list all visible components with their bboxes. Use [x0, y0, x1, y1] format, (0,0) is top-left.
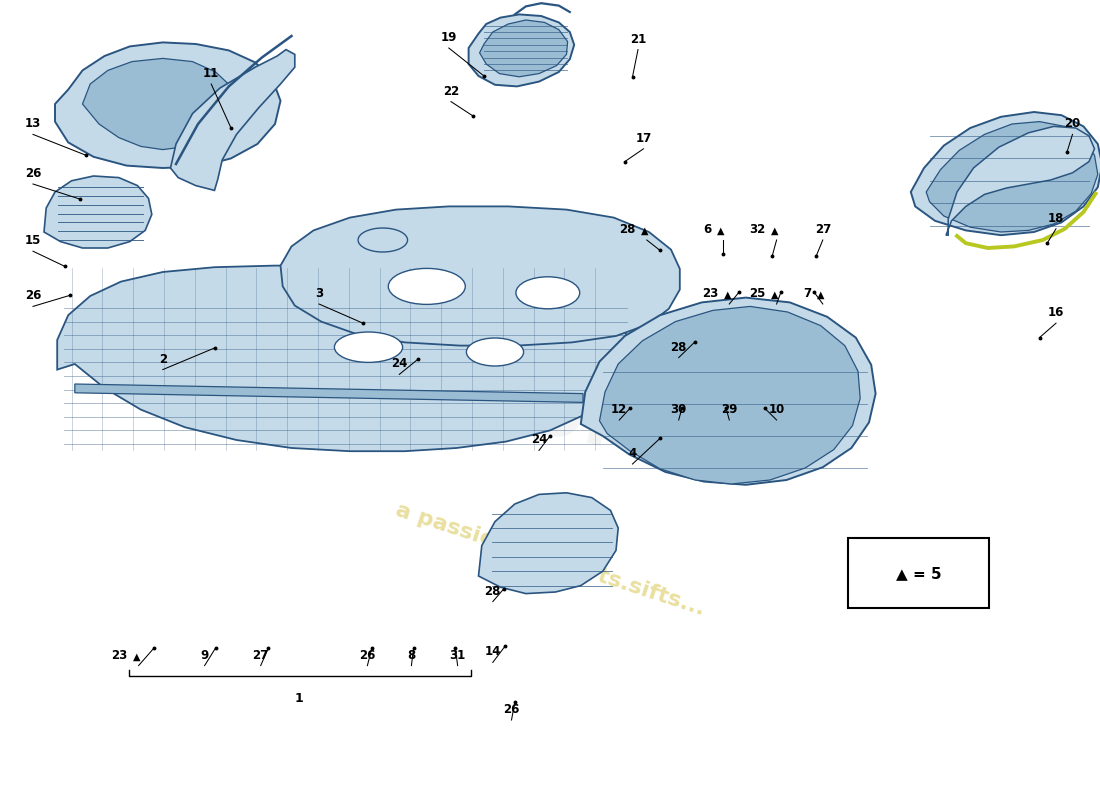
- Text: 14: 14: [485, 646, 501, 658]
- Text: 23: 23: [111, 649, 128, 662]
- Text: ▲: ▲: [771, 226, 779, 236]
- Polygon shape: [57, 266, 629, 451]
- Polygon shape: [946, 126, 1094, 235]
- Text: 13: 13: [25, 118, 41, 130]
- Text: 6: 6: [704, 223, 712, 236]
- Polygon shape: [480, 20, 568, 77]
- FancyBboxPatch shape: [848, 538, 989, 608]
- Ellipse shape: [466, 338, 524, 366]
- Text: 19: 19: [441, 31, 456, 44]
- Text: ▲: ▲: [641, 226, 649, 236]
- Polygon shape: [926, 122, 1098, 232]
- Ellipse shape: [516, 277, 580, 309]
- Polygon shape: [911, 112, 1100, 235]
- Text: 24: 24: [392, 358, 407, 370]
- Text: 20: 20: [1065, 118, 1080, 130]
- Polygon shape: [75, 384, 583, 402]
- Text: 28: 28: [619, 223, 636, 236]
- Text: 32: 32: [749, 223, 766, 236]
- Text: 26: 26: [360, 649, 375, 662]
- Text: 30: 30: [671, 403, 686, 416]
- Text: 28: 28: [671, 341, 686, 354]
- Text: 26: 26: [25, 167, 41, 180]
- Polygon shape: [478, 493, 618, 594]
- Text: 26: 26: [504, 703, 519, 716]
- Text: 1: 1: [295, 692, 304, 705]
- Polygon shape: [280, 206, 680, 346]
- Ellipse shape: [388, 268, 465, 304]
- Text: 17: 17: [636, 132, 651, 145]
- Polygon shape: [469, 14, 574, 86]
- Text: 3: 3: [315, 287, 323, 300]
- Text: 28: 28: [485, 585, 501, 598]
- Text: 8: 8: [407, 649, 416, 662]
- Polygon shape: [82, 58, 235, 150]
- Text: 26: 26: [25, 290, 41, 302]
- Text: 23: 23: [702, 287, 718, 300]
- Text: 18: 18: [1048, 212, 1064, 225]
- Text: ▲: ▲: [724, 290, 732, 300]
- Text: 24: 24: [531, 434, 547, 446]
- Text: 9: 9: [200, 649, 209, 662]
- Text: 27: 27: [253, 649, 268, 662]
- Text: 12: 12: [612, 403, 627, 416]
- Ellipse shape: [358, 228, 407, 252]
- Polygon shape: [44, 176, 152, 248]
- Polygon shape: [170, 50, 295, 190]
- Text: ▲: ▲: [717, 226, 725, 236]
- Polygon shape: [600, 306, 860, 484]
- Text: 16: 16: [1048, 306, 1064, 319]
- Text: ▲: ▲: [771, 290, 779, 300]
- Text: 25: 25: [749, 287, 766, 300]
- Text: 4: 4: [628, 447, 637, 460]
- Text: ▲: ▲: [817, 290, 825, 300]
- Text: 2: 2: [158, 353, 167, 366]
- Text: a passion for parts.sifts...: a passion for parts.sifts...: [393, 501, 707, 619]
- Text: 31: 31: [450, 649, 465, 662]
- Polygon shape: [55, 42, 280, 168]
- Text: 29: 29: [722, 403, 737, 416]
- Text: EUROPES: EUROPES: [358, 343, 742, 489]
- Polygon shape: [581, 298, 876, 485]
- Ellipse shape: [334, 332, 403, 362]
- Text: 15: 15: [25, 234, 41, 247]
- Text: 22: 22: [443, 85, 459, 98]
- Text: 27: 27: [815, 223, 830, 236]
- Text: 7: 7: [804, 287, 812, 300]
- Text: 11: 11: [204, 67, 219, 80]
- Text: ▲: ▲: [133, 651, 141, 662]
- Text: 10: 10: [769, 403, 784, 416]
- Text: 21: 21: [630, 33, 646, 46]
- Text: ▲ = 5: ▲ = 5: [895, 566, 942, 581]
